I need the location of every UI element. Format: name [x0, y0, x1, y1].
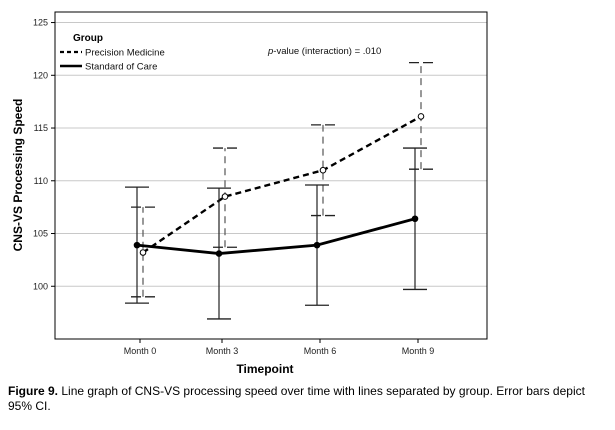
data-point-precision-medicine-1	[221, 193, 229, 200]
legend-label-standard-of-care: Standard of Care	[85, 62, 157, 73]
annotation-italic-p: p	[267, 46, 273, 57]
error-bar-precision-medicine-2	[311, 124, 335, 217]
error-bar-precision-medicine-0	[131, 206, 155, 298]
caption-label: Figure 9.	[8, 384, 59, 398]
series-precision-medicine	[131, 61, 433, 298]
y-tick-label-115: 115	[34, 123, 48, 133]
data-point-standard-of-care-3	[411, 215, 419, 223]
x-axis-ticks: Month 0 Month 3 Month 6 Month 9	[124, 339, 435, 356]
data-point-precision-medicine-2	[319, 166, 327, 174]
y-tick-label-105: 105	[33, 229, 48, 239]
x-tick-label-month-0: Month 0	[124, 346, 157, 356]
figure-caption: Figure 9. Line graph of CNS-VS processin…	[8, 384, 608, 414]
y-axis-title: CNS-VS Processing Speed	[11, 99, 25, 252]
interaction-p-value-annotation: p-value (interaction) = .010	[267, 46, 381, 57]
data-point-standard-of-care-1	[215, 250, 223, 257]
x-tick-label-month-3: Month 3	[206, 346, 239, 356]
y-axis-ticks: 100 105 110 115 120 125	[33, 18, 55, 291]
annotation-text: -value (interaction) = .010	[273, 46, 381, 57]
line-chart: 100 105 110 115 120 125 Month 0 Month 3 Month 6…	[11, 11, 488, 376]
legend-title: Group	[73, 33, 103, 44]
data-point-precision-medicine-0	[139, 249, 147, 256]
y-tick-label-120: 120	[33, 70, 48, 80]
data-point-standard-of-care-2	[313, 241, 321, 249]
data-point-standard-of-care-0	[133, 241, 141, 249]
series-standard-of-care	[125, 147, 427, 320]
x-tick-label-month-9: Month 9	[402, 346, 435, 356]
y-tick-label-125: 125	[33, 18, 48, 28]
caption-text: Line graph of CNS-VS processing speed ov…	[8, 384, 585, 413]
x-axis-title: Timepoint	[236, 362, 293, 376]
y-tick-label-100: 100	[33, 281, 48, 291]
plot-area	[54, 11, 488, 340]
series-line-standard-of-care	[136, 217, 416, 255]
series-layer	[125, 61, 433, 320]
data-point-precision-medicine-3	[417, 113, 425, 120]
series-line-precision-medicine	[142, 115, 422, 254]
y-tick-label-110: 110	[34, 176, 48, 186]
x-tick-label-month-6: Month 6	[304, 346, 337, 356]
legend: Group Precision Medicine Standard of Car…	[60, 33, 165, 73]
legend-label-precision-medicine: Precision Medicine	[85, 48, 165, 59]
